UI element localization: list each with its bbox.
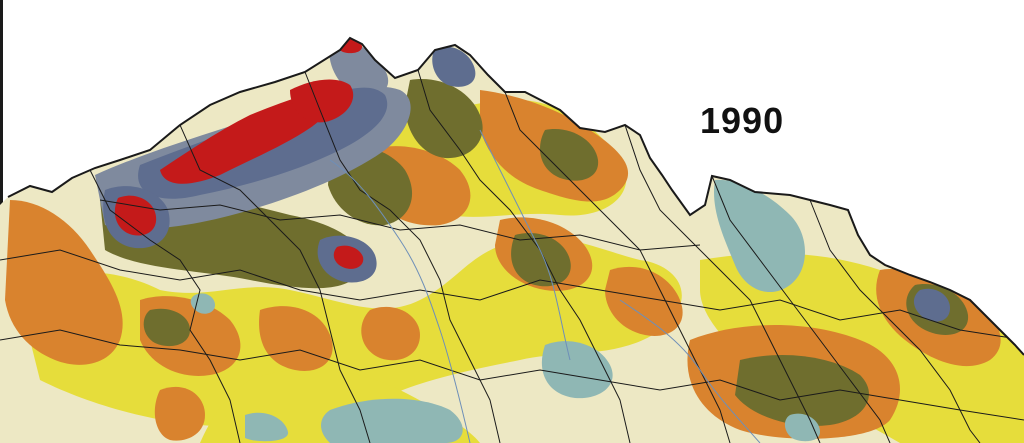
very-high-zone-center [333,245,364,269]
very-low-zone-northeast [714,179,805,293]
elevated-zone-northtop [329,39,389,97]
very-low-zone-far-east [784,413,820,442]
moderate-zone-west [20,237,682,427]
medium-high-zone-northeast [405,79,483,159]
medium-high-zone-northeast-2 [540,129,599,181]
medium-zone-southwest [154,386,205,441]
medium-zone-center-small [361,306,420,361]
high-zone-far-east-ring [913,288,950,322]
country-outline [7,36,1024,356]
very-low-zone-south [321,398,463,443]
very-low-zone-west-small [190,293,215,314]
district-borders [0,69,1024,443]
high-zone-northeast-top [432,46,476,87]
very-high-zone-main [160,92,329,184]
medium-high-zone-center [511,232,571,287]
very-low-zone-south-west [245,412,289,442]
rivers [329,129,761,443]
very-high-zone-west [114,195,157,236]
medium-zone-east-center [605,266,683,336]
year-label: 1990 [700,100,785,141]
very-low-zone-south-center [541,341,613,399]
very-high-zone-north [290,79,354,123]
medium-high-zone-west-small [143,308,190,347]
medium-high-zone-southeast [735,355,869,426]
medium-zone-west [5,200,123,365]
